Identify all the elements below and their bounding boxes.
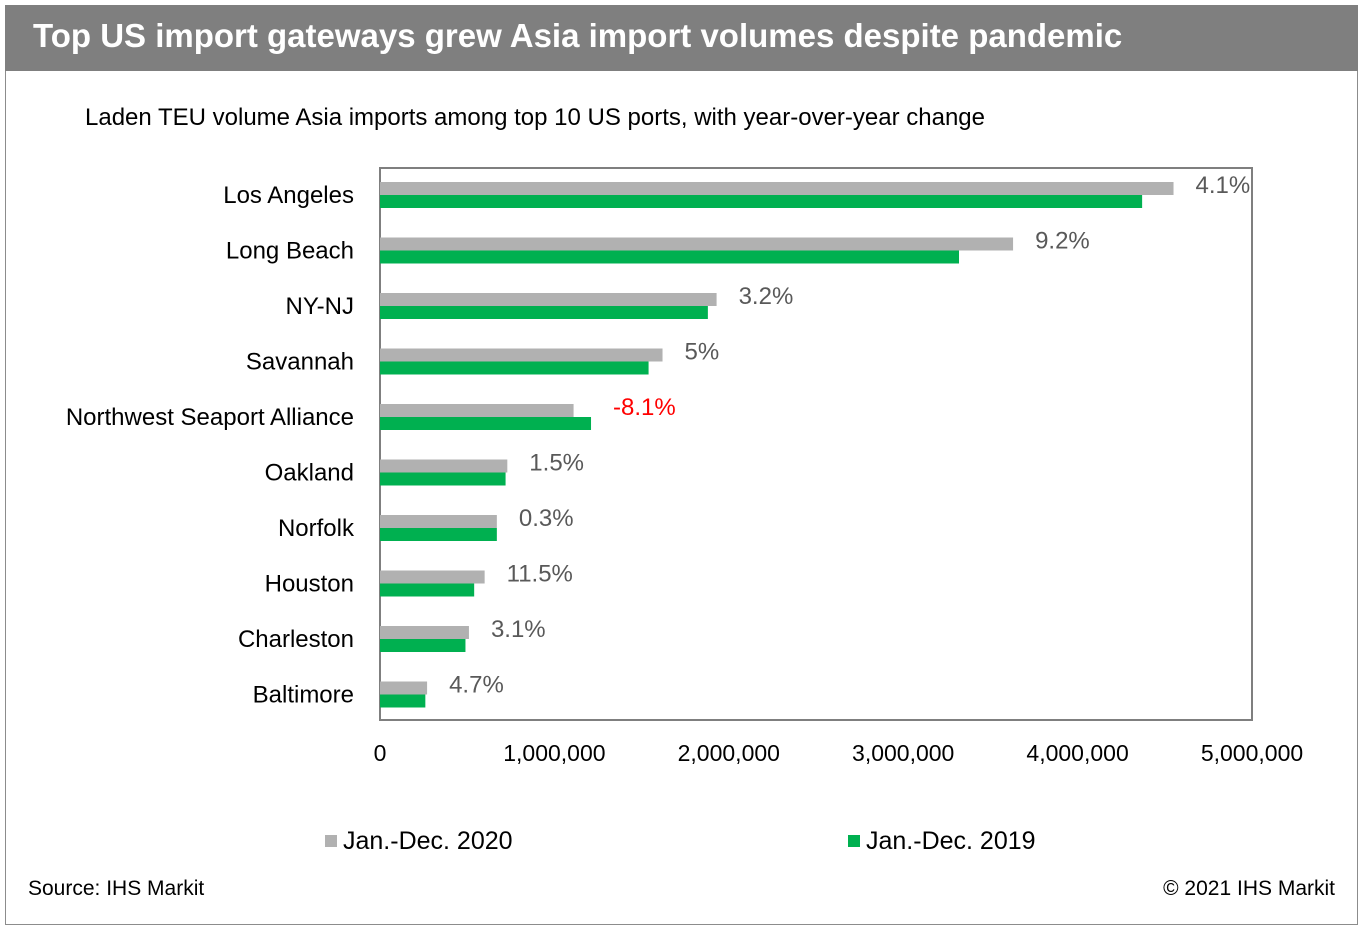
bar-2019 <box>380 417 592 430</box>
bar-2019 <box>380 361 649 375</box>
legend-swatch <box>325 835 337 847</box>
bar-2020 <box>380 293 717 306</box>
category-label: Charleston <box>238 626 354 653</box>
data-label: 5% <box>685 339 720 366</box>
bar-2020 <box>380 459 508 473</box>
x-tick-label: 4,000,000 <box>1026 740 1128 766</box>
legend-label: Jan.-Dec. 2019 <box>866 827 1036 855</box>
source-note: Source: IHS Markit <box>28 877 205 900</box>
bar-2019 <box>380 250 960 264</box>
data-label: 0.3% <box>519 505 574 532</box>
bar-2019 <box>380 528 497 541</box>
data-label: 9.2% <box>1035 228 1090 255</box>
data-label: 11.5% <box>507 561 573 588</box>
category-label: Los Angeles <box>223 182 354 209</box>
bar-2019 <box>380 694 426 708</box>
bar-2019 <box>380 195 1143 208</box>
copyright-note: © 2021 IHS Markit <box>1163 877 1335 900</box>
bar-2020 <box>380 681 428 695</box>
category-label: NY-NJ <box>286 293 354 320</box>
category-label: Baltimore <box>253 682 354 709</box>
category-label: Oakland <box>265 460 354 487</box>
bar-2020 <box>380 237 1014 251</box>
data-label: 3.2% <box>739 283 794 310</box>
category-label: Norfolk <box>278 515 355 542</box>
bar-2019 <box>380 472 506 486</box>
x-tick-label: 0 <box>374 740 387 766</box>
data-label: 3.1% <box>491 616 546 643</box>
data-label: 4.1% <box>1196 172 1251 199</box>
chart-subtitle: Laden TEU volume Asia imports among top … <box>85 104 985 131</box>
category-label: Long Beach <box>226 238 354 265</box>
x-tick-label: 1,000,000 <box>503 740 605 766</box>
x-tick-label: 5,000,000 <box>1201 740 1303 766</box>
category-label: Northwest Seaport Alliance <box>66 404 354 431</box>
plot-area <box>379 167 1253 721</box>
bar-2020 <box>380 182 1174 195</box>
chart-title: Top US import gateways grew Asia import … <box>33 17 1123 54</box>
bar-2020 <box>380 570 485 584</box>
x-tick-label: 3,000,000 <box>852 740 954 766</box>
category-label: Houston <box>265 571 354 598</box>
bar-2020 <box>380 626 469 639</box>
bar-2020 <box>380 515 497 528</box>
bar-2020 <box>380 404 574 417</box>
data-label: 4.7% <box>449 672 504 699</box>
legend-swatch <box>848 835 860 847</box>
category-label: Savannah <box>246 349 354 376</box>
bar-2019 <box>380 583 475 597</box>
title-banner: Top US import gateways grew Asia import … <box>5 5 1358 71</box>
data-label: 1.5% <box>529 450 584 477</box>
bar-2019 <box>380 639 466 652</box>
bar-2019 <box>380 306 708 319</box>
bar-2020 <box>380 348 663 362</box>
x-tick-label: 2,000,000 <box>678 740 780 766</box>
legend-label: Jan.-Dec. 2020 <box>343 827 513 855</box>
data-label: -8.1% <box>613 394 676 421</box>
chart-frame <box>5 5 1358 925</box>
